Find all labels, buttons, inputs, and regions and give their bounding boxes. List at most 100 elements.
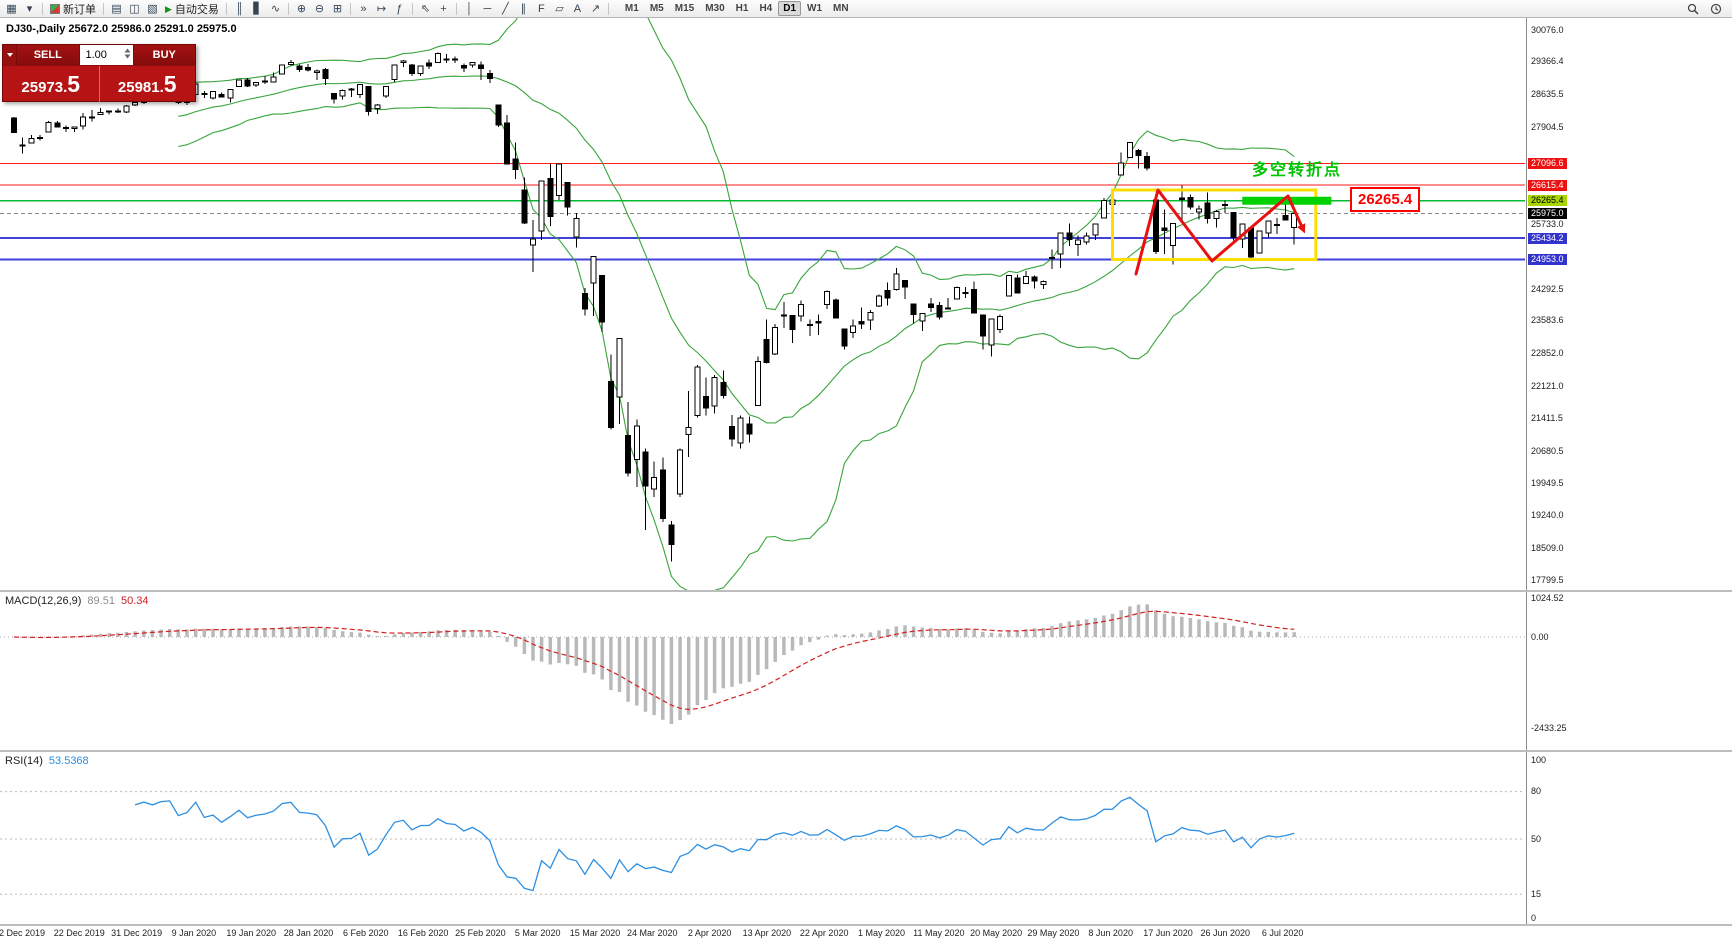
horizontal-line-icon[interactable]: ─ [479,1,496,17]
spinner-down-icon[interactable] [124,54,131,59]
collapse-panel-button[interactable] [3,45,16,65]
bar-chart-icon[interactable]: ║ [231,1,248,17]
channel-icon[interactable]: ∥ [515,1,532,17]
buy-price[interactable]: 25981. 5 [117,71,177,97]
buy-button[interactable]: BUY [132,45,195,65]
date-label: 24 Mar 2020 [627,928,678,938]
price-scale-label: 25975.0 [1528,208,1567,220]
zoom-in-icon[interactable]: ⊕ [293,1,310,17]
timeframe-mn-button[interactable]: MN [833,3,849,14]
toolbar-right-group [1684,1,1729,17]
spinner-up-icon[interactable] [124,48,131,53]
text-icon[interactable]: A [569,1,586,17]
timeframe-h1-button[interactable]: H1 [735,3,749,14]
panel-splitter[interactable] [0,590,1732,592]
date-label: 8 Jun 2020 [1088,928,1133,938]
price-scale-label: 29366.4 [1531,56,1564,67]
date-label: 15 Mar 2020 [569,928,621,938]
arrow-tools-icon[interactable]: ↗ [587,1,604,17]
rsi-scale-label: 15 [1531,888,1542,899]
sell-button[interactable]: SELL [16,45,79,65]
new-order-icon [50,3,60,14]
zoom-in-icon: ⊕ [296,2,307,15]
candlestick-chart-icon: ▋ [253,2,262,15]
chart-profiles-icon[interactable]: ▾ [21,1,38,17]
macd-scale-label: 0.00 [1531,631,1549,642]
auto-scroll-icon[interactable]: » [355,1,372,17]
timeframe-w1-button[interactable]: W1 [807,3,823,14]
toolbar: ▦ ▾ 新订单 ▤ ◫ ▧ ▶ 自动交易 ║ ▋ ∿ ⊕ ⊖ ⊞ » ↦ ƒ ⇖ + │ ─ ╱ ∥ F ▱ A ↗ M1 M5 M15… [0,0,1732,18]
new-chart-icon[interactable]: ▦ [3,1,20,17]
timeframe-m5-button[interactable]: M5 [649,3,664,14]
price-scale-label: 19240.0 [1531,510,1564,520]
rsi-panel[interactable]: RSI(14) 53.5368 [0,752,1525,924]
chart-shift-icon[interactable]: ↦ [373,1,390,17]
crosshair-icon: + [440,2,447,15]
horizontal-line-icon: ─ [483,2,492,15]
macd-label: MACD(12,26,9) 89.51 50.34 [5,595,148,607]
indicators-icon: ƒ [396,2,403,15]
zoom-out-icon[interactable]: ⊖ [311,1,328,17]
toolbar-buttons: ▦ ▾ 新订单 ▤ ◫ ▧ ▶ 自动交易 ║ ▋ ∿ ⊕ ⊖ ⊞ » ↦ ƒ ⇖ + │ ─ ╱ ∥ F ▱ A ↗ [3,1,612,17]
timeframe-m15-button[interactable]: M15 [674,3,695,14]
shapes-icon[interactable]: ▱ [551,1,568,17]
panel-splitter[interactable] [0,750,1732,752]
autotrading-button[interactable]: ▶ 自动交易 [162,1,222,17]
macd-value: 89.51 [87,595,115,607]
shapes-icon: ▱ [555,2,564,15]
timeframe-group: M1 M5 M15 M30 H1 H4 D1 W1 MN [620,1,854,16]
volume-spinner[interactable] [124,48,131,59]
timeframe-m30-button[interactable]: M30 [705,3,725,14]
autotrading-button-label: 自动交易 [174,3,219,16]
new-order-button[interactable]: 新订单 [47,1,99,17]
price-scale-label: 28635.5 [1531,89,1564,99]
macd-panel[interactable]: MACD(12,26,9) 89.51 50.34 [0,592,1525,750]
date-label: 5 Mar 2020 [514,928,561,938]
time-axis[interactable]: 2 Dec 2019 22 Dec 2019 31 Dec 2019 9 Jan 20… [0,926,1525,942]
chart-profiles-icon: ▾ [26,2,33,15]
candlestick-chart-icon[interactable]: ▋ [249,1,266,17]
cursor-icon: ⇖ [420,2,431,15]
market-watch-icon: ▤ [111,2,122,15]
date-label: 17 Jun 2020 [1143,928,1193,938]
timeframe-m1-button[interactable]: M1 [624,3,639,14]
price-scale-label: 22852.0 [1531,348,1564,359]
navigator-icon[interactable]: ▧ [144,1,161,17]
timeframe-h4-button[interactable]: H4 [759,3,773,14]
main-chart-panel[interactable]: DJ30-,Daily 25672.0 25986.0 25291.0 2597… [0,18,1525,590]
fibonacci-icon[interactable]: F [533,1,550,17]
price-scale-label: 17799.5 [1531,574,1564,585]
timeframe-d1-button[interactable]: D1 [778,1,802,16]
crosshair-icon[interactable]: + [435,1,452,17]
vertical-line-icon[interactable]: │ [461,1,478,17]
auto-scroll-icon: » [360,2,367,15]
price-scale-label: 20680.5 [1531,445,1564,456]
trendline-icon[interactable]: ╱ [497,1,514,17]
macd-signal-value: 50.34 [120,595,149,607]
candlestick-chart[interactable] [0,18,1525,590]
navigator-icon: ▧ [147,2,158,15]
toolbar-separator [607,2,609,15]
tile-windows-icon[interactable]: ⊞ [329,1,346,17]
market-watch-icon[interactable]: ▤ [108,1,125,17]
date-label: 19 Jan 2020 [226,928,276,938]
price-scale-label: 26615.4 [1528,179,1567,191]
data-window-icon[interactable]: ◫ [126,1,143,17]
text-icon: A [573,2,582,15]
date-label: 6 Jul 2020 [1261,928,1304,938]
price-scale-label: 27096.6 [1528,158,1567,169]
search-icon[interactable] [1684,1,1702,17]
price-scale-label: 26265.4 [1528,195,1567,207]
volume-value: 1.00 [85,49,107,61]
indicators-icon[interactable]: ƒ [391,1,408,17]
date-label: 31 Dec 2019 [111,928,163,938]
volume-input[interactable]: 1.00 [78,45,133,65]
autotrading-play-icon: ▶ [165,3,172,14]
macd-chart [0,604,1525,724]
price-scale[interactable]: 30076.0 29366.4 28635.5 27904.5 27096.6 26615… [1526,18,1732,924]
date-label: 16 Feb 2020 [397,928,449,938]
clock-icon[interactable] [1707,1,1725,17]
cursor-icon[interactable]: ⇖ [417,1,434,17]
line-chart-icon[interactable]: ∿ [267,1,284,17]
sell-price[interactable]: 25973. 5 [3,66,100,102]
